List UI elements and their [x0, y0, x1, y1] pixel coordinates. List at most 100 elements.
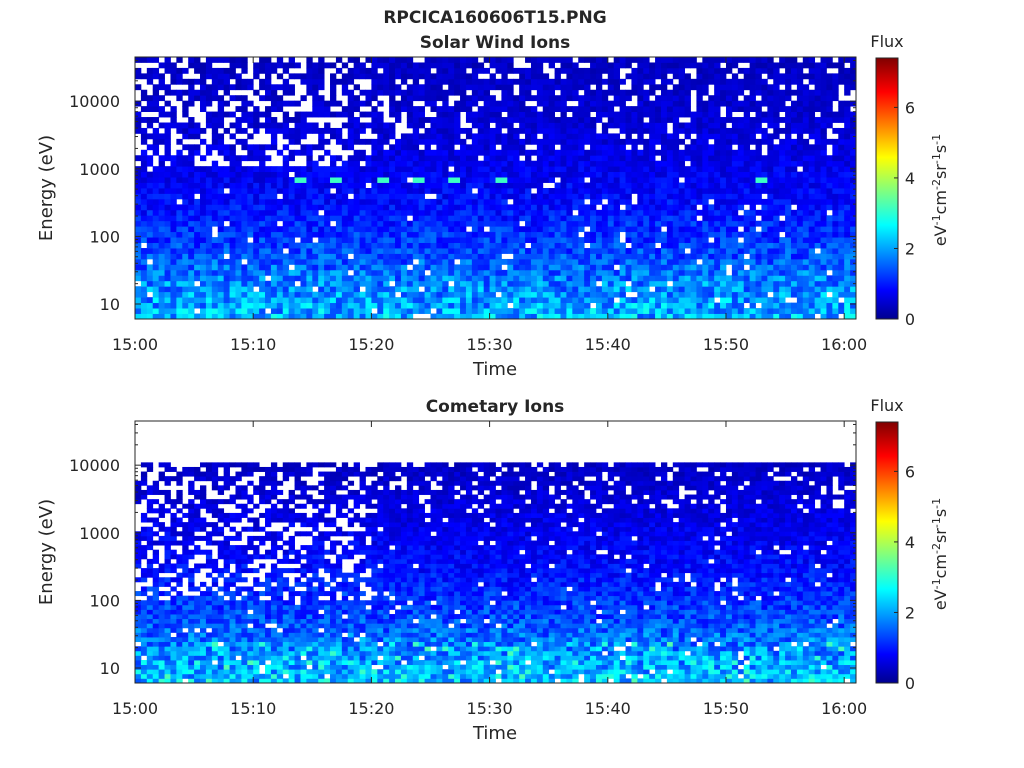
spectrogram-cell: [507, 231, 514, 238]
spectrogram-cell: [649, 106, 656, 112]
spectrogram-cell: [318, 204, 325, 211]
spectrogram-cell: [560, 111, 567, 118]
spectrogram-cell: [135, 226, 142, 233]
spectrogram-cell: [584, 275, 591, 282]
spectrogram-cell: [347, 204, 355, 211]
spectrogram-cell: [702, 275, 709, 282]
spectrogram-cell: [489, 100, 496, 107]
spectrogram-cell: [814, 155, 821, 162]
spectrogram-cell: [389, 297, 396, 304]
spectrogram-cell: [796, 117, 804, 123]
spectrogram-cell: [779, 308, 786, 314]
spectrogram-cell: [655, 253, 662, 260]
spectrogram-cell: [796, 302, 804, 309]
spectrogram-cell: [194, 204, 201, 211]
spectrogram-cell: [235, 286, 242, 293]
spectrogram-cell: [430, 122, 437, 129]
spectrogram-cell: [507, 166, 514, 173]
spectrogram-cell: [253, 220, 260, 227]
spectrogram-cell: [400, 264, 408, 271]
spectrogram-cell: [501, 209, 508, 216]
spectrogram-cell: [601, 106, 609, 112]
spectrogram-cell: [743, 275, 751, 282]
spectrogram-cell: [194, 291, 201, 298]
spectrogram-cell: [761, 280, 768, 287]
spectrogram-cell: [814, 286, 821, 293]
spectrogram-cell: [702, 177, 709, 183]
spectrogram-cell: [513, 215, 520, 222]
spectrogram-cell: [406, 67, 414, 74]
spectrogram-cell: [785, 248, 792, 254]
spectrogram-cell: [560, 182, 567, 189]
spectrogram-cell: [306, 177, 313, 183]
spectrogram-cell: [182, 160, 189, 167]
spectrogram-cell: [395, 313, 402, 320]
spectrogram-cell: [542, 84, 550, 91]
spectrogram-cell: [448, 313, 455, 320]
spectrogram-cell: [377, 193, 384, 200]
spectrogram-cell: [743, 138, 751, 145]
spectrogram-cell: [749, 313, 756, 320]
spectrogram-cell: [158, 198, 165, 205]
spectrogram-cell: [619, 177, 626, 183]
spectrogram-cell: [672, 95, 680, 102]
spectrogram-cell: [779, 177, 786, 183]
spectrogram-cell: [643, 231, 650, 238]
spectrogram-cell: [135, 182, 142, 189]
spectrogram-cell: [714, 264, 721, 271]
spectrogram-cell: [330, 204, 337, 211]
spectrogram-cell: [495, 193, 502, 200]
spectrogram-cell: [660, 253, 668, 260]
spectrogram-cell: [572, 264, 579, 271]
spectrogram-cell: [324, 100, 331, 107]
spectrogram-cell: [430, 231, 437, 238]
spectrogram-cell: [631, 215, 638, 222]
spectrogram-cell: [330, 84, 337, 91]
spectrogram-cell: [743, 231, 751, 238]
spectrogram-cell: [832, 138, 839, 145]
spectrogram-cell: [796, 215, 804, 222]
spectrogram-cell: [631, 182, 638, 189]
spectrogram-cell: [649, 155, 656, 162]
spectrogram-cell: [826, 242, 833, 249]
spectrogram-cell: [489, 95, 496, 102]
spectrogram-cell: [850, 209, 857, 216]
spectrogram-cell: [761, 117, 768, 123]
spectrogram-cell: [306, 280, 313, 287]
spectrogram-cell: [483, 133, 490, 140]
spectrogram-cell: [442, 117, 449, 123]
spectrogram-cell: [430, 133, 437, 140]
spectrogram-cell: [666, 106, 674, 112]
spectrogram-cell: [158, 215, 165, 222]
spectrogram-cell: [400, 275, 408, 282]
spectrogram-cell: [276, 188, 284, 194]
spectrogram-cell: [814, 291, 821, 298]
spectrogram-cell: [489, 138, 496, 145]
spectrogram-cell: [613, 248, 621, 254]
spectrogram-cell: [170, 220, 177, 227]
spectrogram-cell: [436, 138, 443, 145]
spectrogram-cell: [158, 193, 165, 200]
spectrogram-cell: [601, 253, 609, 260]
spectrogram-cell: [655, 220, 662, 227]
spectrogram-cell: [294, 302, 301, 309]
spectrogram-cell: [312, 182, 319, 189]
spectrogram-cell: [341, 78, 349, 85]
spectrogram-cell: [194, 226, 201, 233]
spectrogram-cell: [495, 111, 502, 118]
spectrogram-cell: [767, 182, 774, 189]
spectrogram-cell: [300, 220, 307, 227]
spectrogram-cell: [170, 198, 177, 205]
spectrogram-cell: [802, 188, 810, 194]
spectrogram-cell: [720, 95, 727, 102]
spectrogram-cell: [779, 73, 786, 80]
spectrogram-cell: [176, 73, 183, 80]
spectrogram-cell: [223, 297, 230, 304]
spectrogram-cell: [194, 127, 201, 134]
spectrogram-cell: [430, 258, 437, 265]
spectrogram-cell: [353, 117, 360, 123]
spectrogram-cell: [454, 231, 461, 238]
spectrogram-cell: [684, 193, 691, 200]
spectrogram-cell: [164, 275, 171, 282]
spectrogram-cell: [649, 122, 656, 129]
